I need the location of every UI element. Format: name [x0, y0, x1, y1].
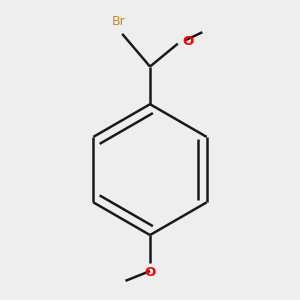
- Text: O: O: [144, 266, 156, 279]
- Text: O: O: [183, 34, 194, 48]
- Text: Br: Br: [112, 15, 126, 28]
